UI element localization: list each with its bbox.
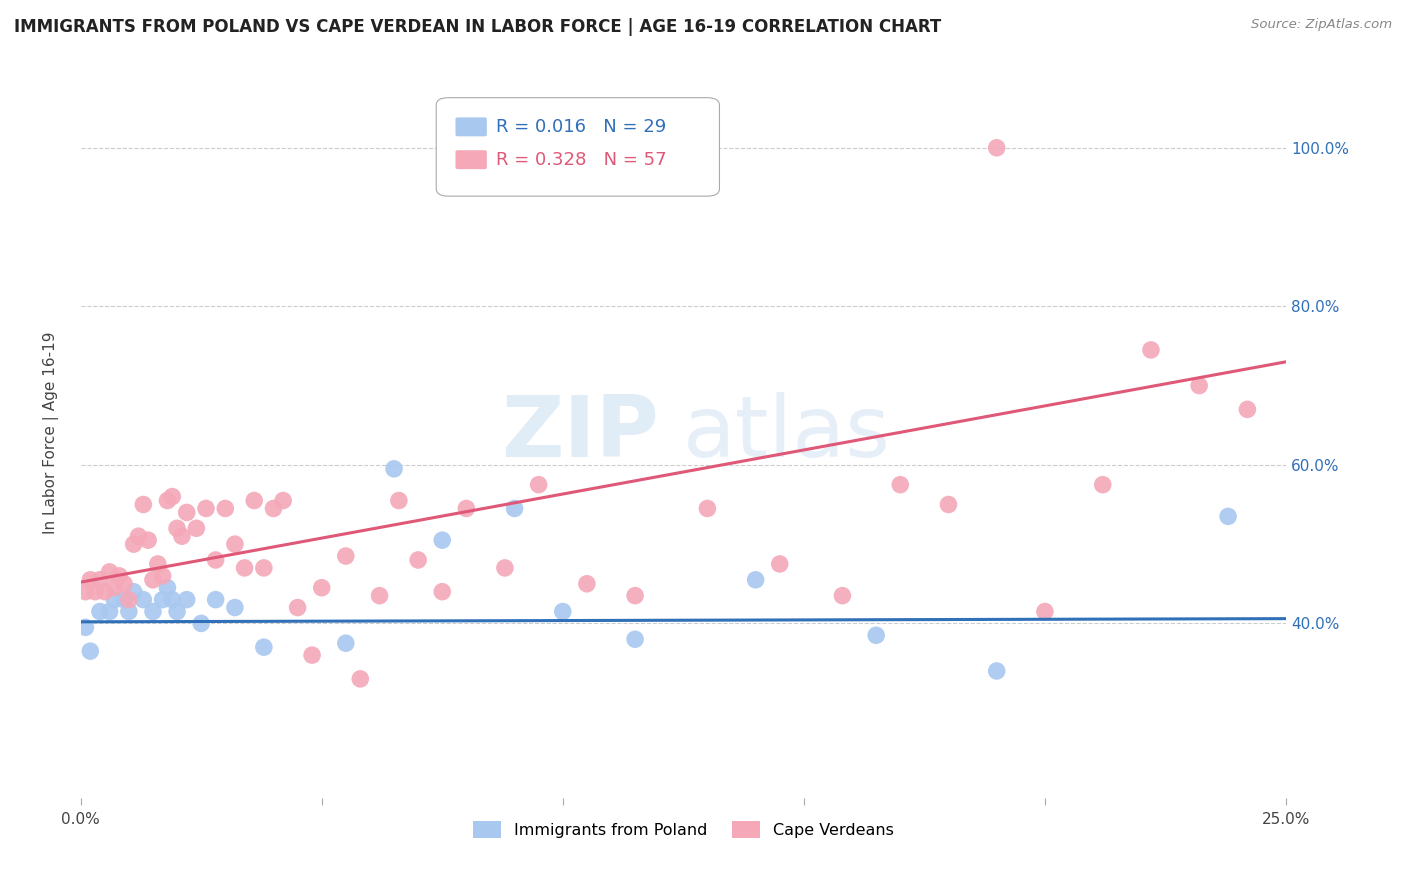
Point	[118, 592, 141, 607]
Point	[128, 529, 150, 543]
Point	[84, 584, 107, 599]
Text: atlas: atlas	[683, 392, 891, 475]
Point	[152, 592, 174, 607]
Point	[271, 493, 294, 508]
Point	[287, 600, 309, 615]
Point	[1236, 402, 1258, 417]
Point	[89, 573, 111, 587]
Point	[89, 605, 111, 619]
Text: ZIP: ZIP	[502, 392, 659, 475]
Point	[156, 581, 179, 595]
Point	[108, 569, 131, 583]
Point	[224, 600, 246, 615]
Point	[190, 616, 212, 631]
FancyBboxPatch shape	[456, 118, 486, 136]
Text: Source: ZipAtlas.com: Source: ZipAtlas.com	[1251, 18, 1392, 31]
Point	[195, 501, 218, 516]
Point	[1091, 477, 1114, 491]
Point	[204, 592, 226, 607]
Point	[527, 477, 550, 491]
Point	[406, 553, 429, 567]
Point	[146, 557, 169, 571]
Point	[1033, 605, 1056, 619]
Text: R = 0.328   N = 57: R = 0.328 N = 57	[496, 151, 666, 169]
Point	[204, 553, 226, 567]
Point	[253, 561, 276, 575]
Point	[696, 501, 718, 516]
FancyBboxPatch shape	[456, 150, 486, 169]
Point	[176, 592, 198, 607]
Y-axis label: In Labor Force | Age 16-19: In Labor Force | Age 16-19	[44, 332, 59, 534]
Point	[79, 644, 101, 658]
Point	[1216, 509, 1239, 524]
Point	[122, 537, 145, 551]
Point	[335, 636, 357, 650]
Point	[388, 493, 411, 508]
Legend: Immigrants from Poland, Cape Verdeans: Immigrants from Poland, Cape Verdeans	[467, 814, 900, 845]
Point	[162, 592, 184, 607]
Point	[112, 592, 135, 607]
Point	[551, 605, 574, 619]
Point	[224, 537, 246, 551]
Point	[349, 672, 371, 686]
Point	[75, 584, 97, 599]
Point	[162, 490, 184, 504]
Point	[769, 557, 792, 571]
Point	[624, 589, 647, 603]
Point	[311, 581, 333, 595]
Point	[103, 581, 125, 595]
Text: IMMIGRANTS FROM POLAND VS CAPE VERDEAN IN LABOR FORCE | AGE 16-19 CORRELATION CH: IMMIGRANTS FROM POLAND VS CAPE VERDEAN I…	[14, 18, 941, 36]
Point	[575, 576, 598, 591]
Point	[263, 501, 285, 516]
Point	[744, 573, 766, 587]
Point	[94, 584, 117, 599]
Point	[75, 620, 97, 634]
Point	[986, 141, 1008, 155]
Point	[432, 533, 454, 548]
Point	[624, 632, 647, 647]
Point	[214, 501, 236, 516]
Point	[122, 584, 145, 599]
Point	[98, 605, 121, 619]
Point	[253, 640, 276, 655]
Point	[142, 605, 165, 619]
Point	[243, 493, 266, 508]
Point	[142, 573, 165, 587]
Point	[176, 505, 198, 519]
Point	[166, 605, 188, 619]
Point	[831, 589, 853, 603]
Point	[156, 493, 179, 508]
Text: R = 0.016   N = 29: R = 0.016 N = 29	[496, 118, 666, 136]
Point	[865, 628, 887, 642]
Point	[889, 477, 911, 491]
Point	[79, 573, 101, 587]
Point	[118, 605, 141, 619]
Point	[186, 521, 208, 535]
Point	[170, 529, 193, 543]
Point	[432, 584, 454, 599]
Point	[456, 501, 478, 516]
Point	[98, 565, 121, 579]
Point	[503, 501, 526, 516]
Point	[132, 592, 155, 607]
Point	[301, 648, 323, 662]
Point	[103, 592, 125, 607]
Point	[368, 589, 391, 603]
Point	[152, 569, 174, 583]
FancyBboxPatch shape	[436, 98, 720, 196]
Point	[233, 561, 256, 575]
Point	[494, 561, 516, 575]
Point	[112, 576, 135, 591]
Point	[382, 462, 405, 476]
Point	[166, 521, 188, 535]
Point	[1188, 378, 1211, 392]
Point	[132, 498, 155, 512]
Point	[335, 549, 357, 563]
Point	[1140, 343, 1163, 357]
Point	[986, 664, 1008, 678]
Point	[136, 533, 159, 548]
Point	[938, 498, 960, 512]
